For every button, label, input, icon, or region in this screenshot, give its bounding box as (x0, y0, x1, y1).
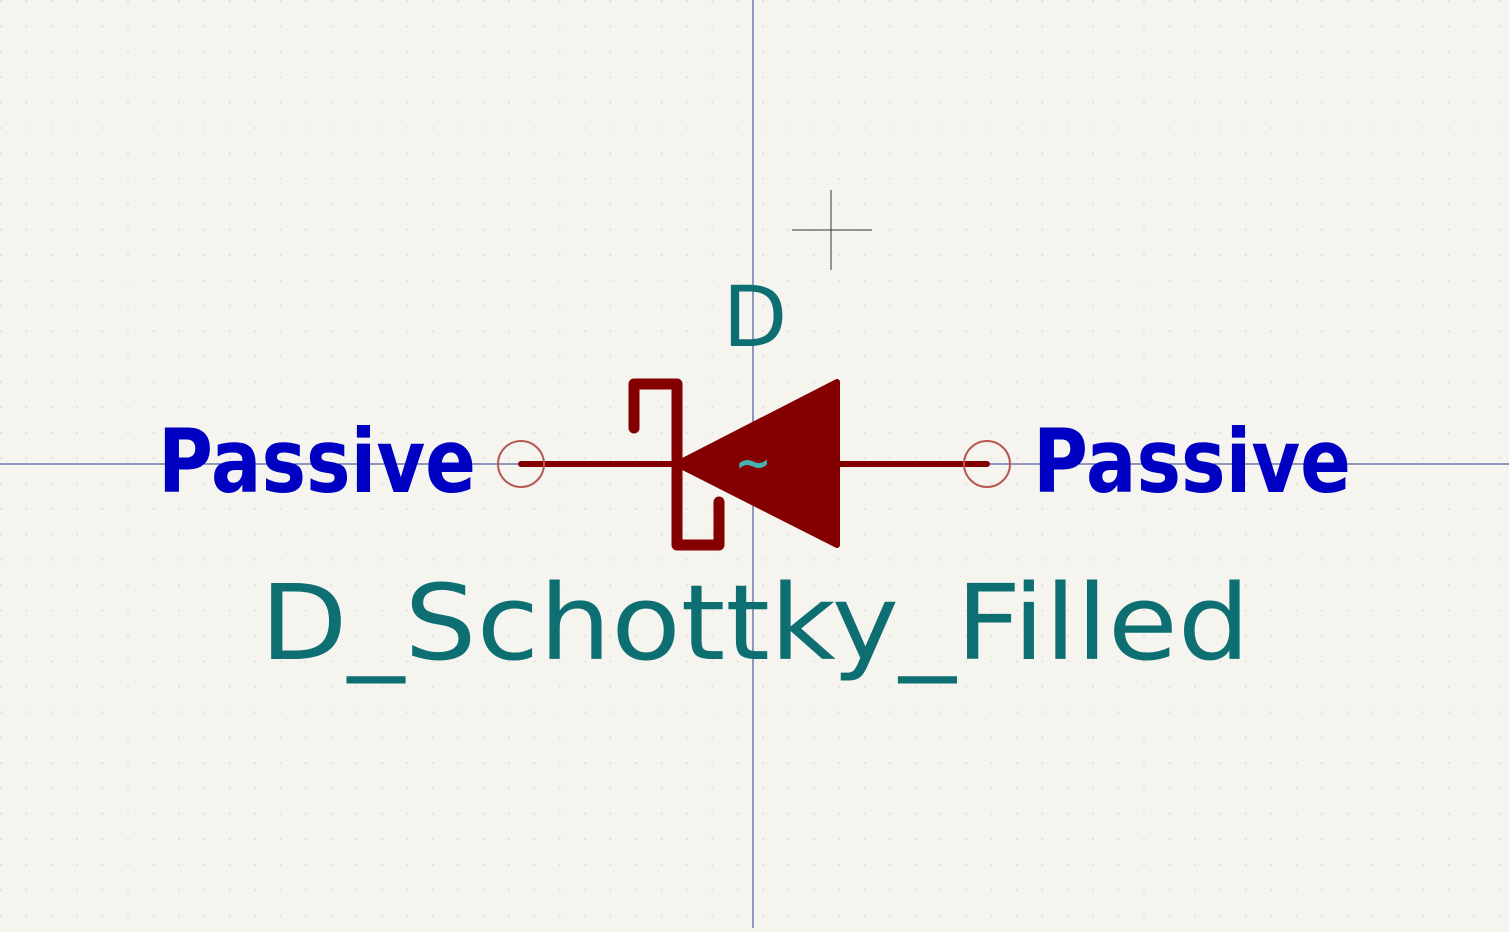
reference-field[interactable]: D (723, 268, 788, 366)
left-pin[interactable] (497, 440, 675, 488)
crosshair-cursor-icon (792, 190, 872, 270)
schottky-diode-body-icon[interactable] (628, 378, 840, 551)
schottky-cathode-bar-icon (628, 378, 725, 551)
right-pin-type-label: Passive (1033, 410, 1351, 513)
left-pin-type-label: Passive (158, 410, 476, 513)
left-pin-end-icon (497, 440, 545, 488)
right-pin-end-icon (963, 440, 1011, 488)
value-field[interactable]: D_Schottky_Filled (260, 562, 1250, 684)
center-marker-tilde: ~ (735, 438, 772, 489)
right-pin[interactable] (834, 440, 1011, 488)
